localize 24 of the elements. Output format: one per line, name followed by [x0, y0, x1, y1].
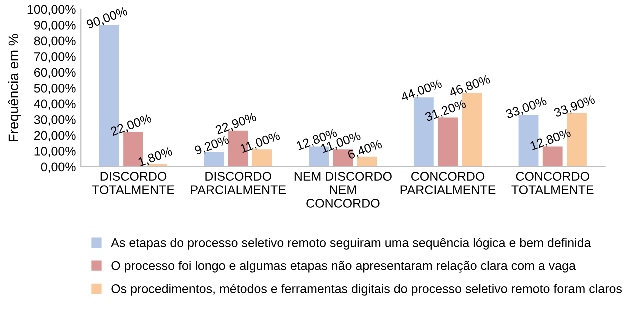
data-label: 46,80% — [448, 74, 492, 99]
y-tick-label: 90,00% — [34, 21, 76, 32]
x-tick-label: DISCORDO PARCIALMENTE — [191, 172, 286, 194]
legend-label: O processo foi longo e algumas etapas não apresentaram relação clara com a vaga — [112, 261, 576, 273]
data-label: 9,20% — [194, 135, 230, 157]
y-axis-title: Frequência em % — [8, 34, 22, 142]
y-tick-label: 50,00% — [34, 84, 76, 94]
y-tick-label: 10,00% — [34, 147, 76, 158]
x-tick-label: DISCORDO TOTALMENTE — [92, 172, 174, 194]
data-label: 90,00% — [86, 6, 129, 31]
y-tick-label: 30,00% — [34, 116, 76, 126]
y-tick-label: 70,00% — [34, 52, 76, 63]
data-label: 1,80% — [138, 146, 174, 168]
y-tick-label: 80,00% — [34, 36, 76, 48]
x-tick-label: NEM DISCORDO NEM CONCORDO — [294, 172, 392, 208]
y-tick-label: 40,00% — [34, 100, 76, 110]
y-tick-label: 100,00% — [28, 5, 76, 16]
legend-label: Os procedimentos, métodos e ferramentas digitais do processo seletivo remoto foram claros — [112, 284, 622, 296]
y-tick-label: 0,00% — [41, 162, 76, 174]
x-tick-label: CONCORDO PARCIALMENTE — [400, 172, 496, 194]
legend-label: As etapas do processo seletivo remoto seguiram uma sequência lógica e bem definida — [111, 238, 592, 250]
y-tick-label: 20,00% — [34, 131, 76, 142]
x-tick-label: CONCORDO TOTALMENTE — [512, 172, 594, 194]
y-tick-label: 60,00% — [34, 68, 76, 79]
